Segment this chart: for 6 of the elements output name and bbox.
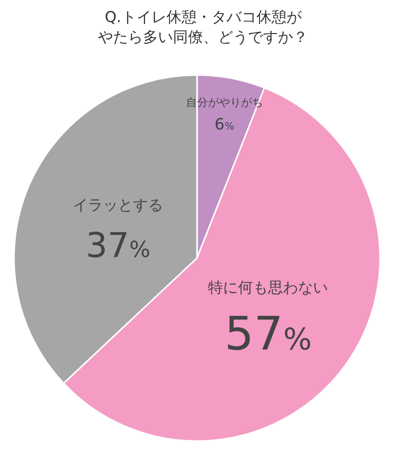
data-label: 37% <box>86 226 150 266</box>
slice-label: イラッとする <box>73 196 164 214</box>
data-label: 57% <box>224 306 312 361</box>
data-label: 6% <box>214 115 235 134</box>
chart-title: Q.トイレ休憩・タバコ休憩がやたら多い同僚、どうですか？ <box>98 8 308 46</box>
slice-label: 特に何も思わない <box>208 278 328 296</box>
